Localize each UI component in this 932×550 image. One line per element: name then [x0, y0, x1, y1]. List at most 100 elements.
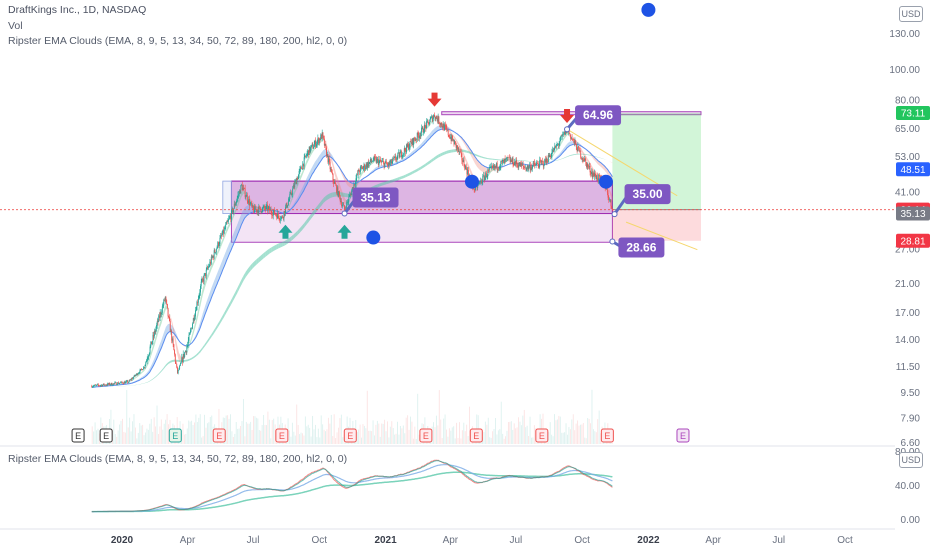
candle [295, 178, 296, 185]
support-zone[interactable] [230, 180, 613, 243]
candle-body [311, 144, 313, 146]
candle-body [372, 161, 374, 162]
volume-bar [555, 420, 557, 444]
arrow-down-icon[interactable] [427, 92, 442, 107]
candle-body [508, 157, 510, 159]
position-stop-area[interactable] [612, 209, 701, 241]
earnings-marker[interactable]: E [676, 428, 690, 443]
candle-body [150, 341, 152, 347]
candle [586, 162, 587, 169]
candle [594, 170, 596, 178]
blue-dot-marker[interactable] [366, 230, 381, 245]
volume-bar [365, 428, 367, 444]
candle [109, 382, 111, 386]
candle [424, 122, 426, 129]
ema-cloud-8-13 [137, 373, 141, 377]
candle [184, 350, 186, 353]
volume-bar [398, 434, 400, 444]
ema-cloud-34-50 [310, 165, 313, 178]
blue-dot-marker[interactable] [598, 174, 613, 189]
ema-cloud-8-13 [453, 134, 456, 141]
ema-cloud-180-200 [453, 149, 456, 153]
ema-cloud-8-13 [209, 265, 212, 276]
volume-bar [314, 424, 316, 444]
candle [207, 263, 209, 271]
zone-handle[interactable] [222, 180, 232, 214]
ema-cloud-8-13 [215, 250, 218, 261]
candle [557, 143, 559, 147]
candle-body [381, 161, 383, 162]
earnings-marker[interactable]: E [99, 428, 113, 443]
volume-bar [438, 390, 440, 444]
volume-bar [319, 437, 321, 444]
ema-cloud-34-50 [297, 192, 300, 201]
candle-body [483, 175, 484, 176]
volume-bar [273, 418, 275, 444]
volume-bar [463, 422, 465, 444]
candle [168, 315, 170, 318]
volume-bar [399, 425, 401, 444]
earnings-marker[interactable]: E [600, 428, 614, 443]
candle [198, 293, 200, 301]
blue-dot-marker[interactable] [641, 2, 656, 17]
ema-cloud-180-200 [401, 175, 404, 179]
callout-28-66[interactable]: 28.66 [609, 237, 665, 258]
ema-cloud-8-13 [228, 220, 231, 229]
candle [187, 337, 189, 348]
callout-35-00[interactable]: 35.00 [611, 184, 671, 218]
candle-body [206, 267, 208, 270]
earnings-marker[interactable]: E [275, 428, 289, 443]
earnings-badge [343, 428, 357, 443]
currency-badge[interactable]: USD [899, 6, 923, 22]
candle-body [379, 159, 381, 161]
volume-bar [433, 422, 434, 444]
earnings-marker[interactable]: E [343, 428, 357, 443]
candle-body [401, 156, 403, 158]
callout-64-96[interactable]: 64.96 [564, 105, 622, 133]
ema-cloud-8-13 [189, 335, 192, 347]
ema-cloud-180-200 [604, 159, 607, 160]
volume-bar [199, 414, 201, 444]
candle [534, 159, 536, 169]
candle [341, 202, 343, 209]
arrow-up-icon[interactable] [278, 224, 293, 239]
candle [442, 121, 444, 128]
candle [265, 204, 267, 211]
arrow-down-icon[interactable] [560, 109, 575, 124]
earnings-badge [676, 428, 690, 443]
candle [493, 163, 495, 171]
callout-35-13[interactable]: 35.13 [341, 187, 399, 217]
candle-body [436, 116, 438, 119]
earnings-marker[interactable]: E [168, 428, 182, 443]
indicator-currency-badge[interactable]: USD [899, 452, 923, 468]
ema-cloud-8-13 [308, 152, 311, 161]
earnings-marker[interactable]: E [71, 428, 85, 443]
volume-bar [248, 423, 250, 444]
price-tick: 53.00 [895, 152, 920, 163]
earnings-marker[interactable]: E [419, 428, 433, 443]
earnings-marker[interactable]: E [535, 428, 549, 443]
candle [395, 153, 397, 162]
earnings-marker[interactable]: E [212, 428, 226, 443]
candle-body [429, 118, 431, 123]
candle [99, 385, 101, 387]
candle-body [550, 155, 551, 158]
arrow-up-icon[interactable] [337, 224, 352, 239]
candle [591, 168, 593, 181]
blue-dot-marker[interactable] [464, 174, 479, 189]
candle [526, 164, 528, 172]
candle-body [588, 166, 590, 167]
earnings-marker[interactable]: E [469, 428, 483, 443]
candle [428, 121, 430, 125]
volume-bar [340, 414, 342, 444]
candle [458, 146, 460, 155]
candle [167, 307, 169, 320]
volume-bar [440, 419, 442, 444]
ema-cloud-180-200 [384, 181, 387, 185]
ema-cloud-180-200 [185, 359, 188, 362]
candle [609, 198, 611, 203]
top-resistance-zone[interactable] [441, 111, 702, 116]
candle [273, 209, 275, 216]
candle [508, 154, 510, 159]
